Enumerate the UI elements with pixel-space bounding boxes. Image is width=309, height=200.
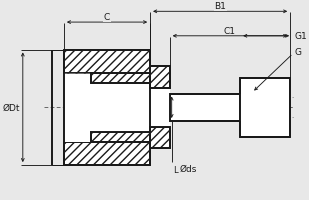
Text: L: L (173, 165, 177, 174)
Bar (91, 132, 150, 142)
Text: B1: B1 (214, 2, 226, 11)
Bar (64, 50, 150, 74)
Bar (240, 79, 290, 137)
Text: G: G (294, 48, 301, 57)
Bar (64, 74, 150, 142)
Bar (150, 67, 170, 88)
Text: Øds: Øds (180, 164, 197, 173)
Text: G1: G1 (294, 32, 307, 41)
Bar (91, 74, 150, 83)
Bar (150, 127, 170, 149)
Bar (64, 50, 150, 74)
Text: C: C (104, 13, 110, 22)
Bar (150, 67, 170, 88)
Bar (64, 142, 150, 165)
Text: C1: C1 (224, 27, 236, 36)
Bar (150, 127, 170, 149)
Bar (91, 83, 150, 132)
Bar (64, 142, 150, 165)
Bar (150, 88, 170, 127)
Bar (91, 132, 150, 142)
Text: ØDt: ØDt (2, 103, 20, 112)
Bar (170, 94, 240, 121)
Bar (91, 74, 150, 83)
